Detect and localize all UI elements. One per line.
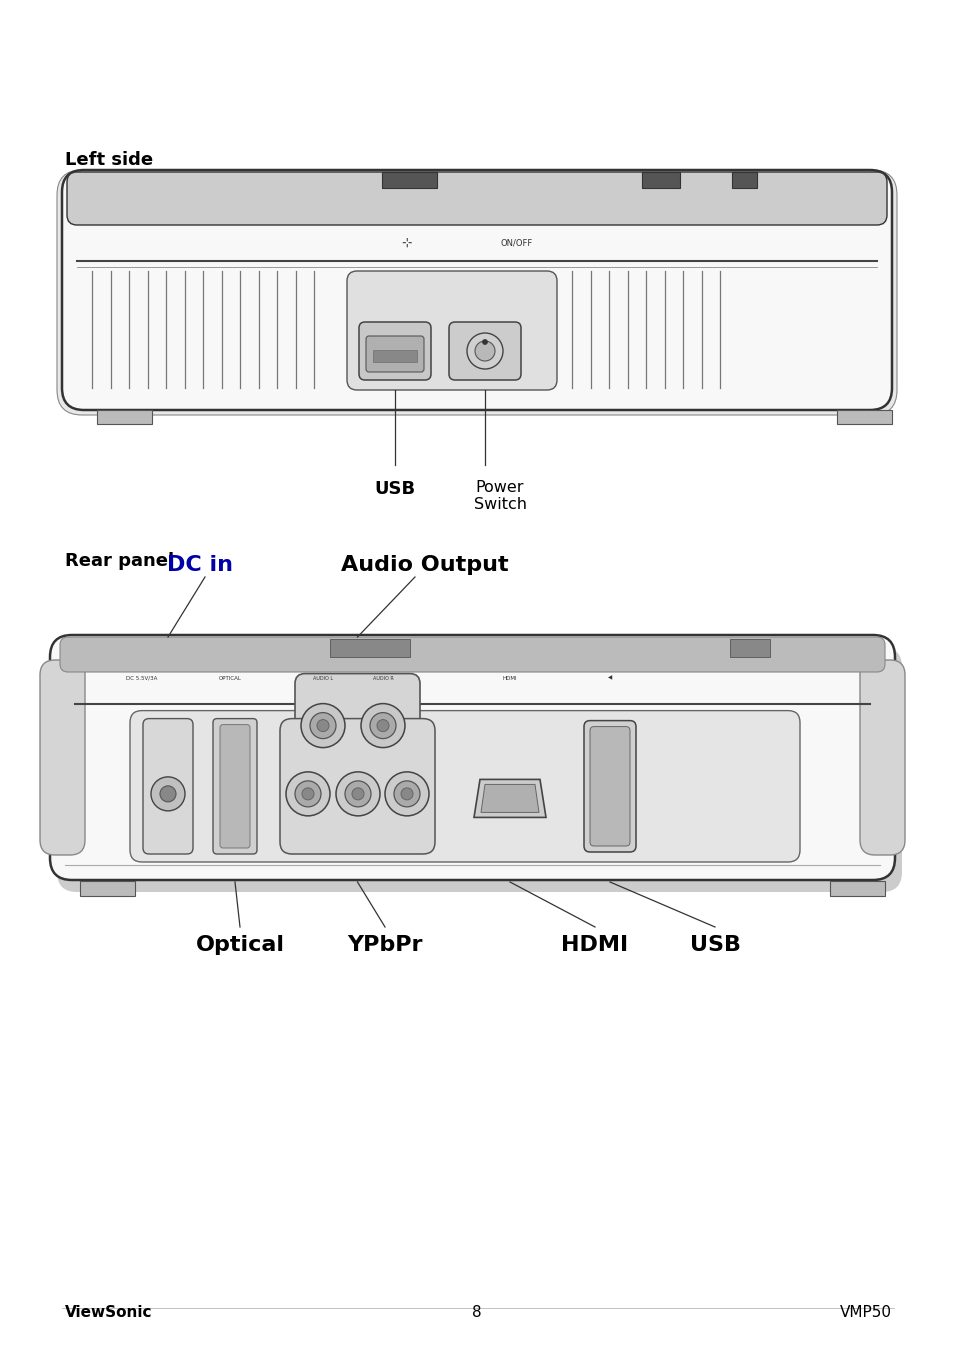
Circle shape [316, 720, 329, 732]
Bar [381, 171, 436, 188]
Text: AUDIO R: AUDIO R [373, 675, 393, 680]
Circle shape [400, 788, 413, 799]
Text: ON/OFF: ON/OFF [500, 239, 533, 247]
Text: HDMI: HDMI [561, 936, 628, 954]
Bar [731, 171, 757, 188]
Circle shape [335, 772, 379, 815]
Text: USB: USB [374, 481, 416, 498]
Text: USB: USB [689, 936, 740, 954]
Text: 8: 8 [472, 1305, 481, 1320]
FancyBboxPatch shape [130, 710, 800, 863]
Text: OPTICAL: OPTICAL [218, 675, 241, 680]
FancyBboxPatch shape [294, 674, 419, 776]
Bar [836, 410, 891, 424]
Text: HDMI: HDMI [502, 675, 517, 680]
Text: AUDIO L: AUDIO L [313, 675, 333, 680]
Bar [729, 639, 769, 657]
FancyBboxPatch shape [859, 660, 904, 855]
Polygon shape [474, 779, 545, 817]
Text: Left side: Left side [65, 151, 153, 169]
FancyBboxPatch shape [280, 718, 435, 855]
Text: Rear panel: Rear panel [65, 552, 174, 570]
Circle shape [376, 720, 389, 732]
Text: Power
Switch: Power Switch [473, 481, 526, 513]
Bar [97, 410, 152, 424]
FancyBboxPatch shape [57, 170, 896, 414]
Circle shape [385, 772, 429, 815]
Text: VMP50: VMP50 [840, 1305, 891, 1320]
Circle shape [160, 786, 175, 802]
FancyBboxPatch shape [358, 323, 431, 379]
Circle shape [394, 780, 419, 807]
Text: DC in: DC in [167, 555, 233, 575]
Circle shape [301, 703, 345, 748]
Circle shape [310, 713, 335, 738]
Text: ◀: ◀ [607, 675, 612, 680]
Circle shape [467, 333, 502, 369]
Circle shape [151, 776, 185, 811]
FancyBboxPatch shape [220, 725, 250, 848]
FancyBboxPatch shape [449, 323, 520, 379]
Text: ⊹: ⊹ [401, 236, 412, 250]
Bar [829, 882, 884, 896]
FancyBboxPatch shape [583, 721, 636, 852]
FancyBboxPatch shape [143, 718, 193, 855]
Bar [330, 639, 410, 657]
Bar [373, 350, 416, 362]
Text: DC 5.5V/3A: DC 5.5V/3A [126, 675, 157, 680]
Circle shape [360, 703, 405, 748]
Polygon shape [480, 784, 538, 813]
FancyBboxPatch shape [62, 170, 891, 410]
FancyBboxPatch shape [366, 336, 423, 373]
FancyBboxPatch shape [40, 660, 85, 855]
Bar [80, 882, 135, 896]
Circle shape [482, 339, 487, 344]
Circle shape [286, 772, 330, 815]
Text: ViewSonic: ViewSonic [65, 1305, 152, 1320]
FancyBboxPatch shape [347, 271, 557, 390]
Circle shape [370, 713, 395, 738]
FancyBboxPatch shape [50, 634, 894, 880]
Text: YPbPr: YPbPr [347, 936, 422, 954]
Text: Optical: Optical [195, 936, 284, 954]
FancyBboxPatch shape [57, 647, 901, 892]
FancyBboxPatch shape [213, 718, 256, 855]
FancyBboxPatch shape [589, 726, 629, 846]
FancyBboxPatch shape [60, 637, 884, 672]
Circle shape [352, 788, 364, 799]
Circle shape [475, 342, 495, 360]
Text: Audio Output: Audio Output [341, 555, 508, 575]
Circle shape [345, 780, 371, 807]
FancyBboxPatch shape [67, 171, 886, 225]
Bar [641, 171, 679, 188]
Circle shape [302, 788, 314, 799]
Circle shape [294, 780, 320, 807]
